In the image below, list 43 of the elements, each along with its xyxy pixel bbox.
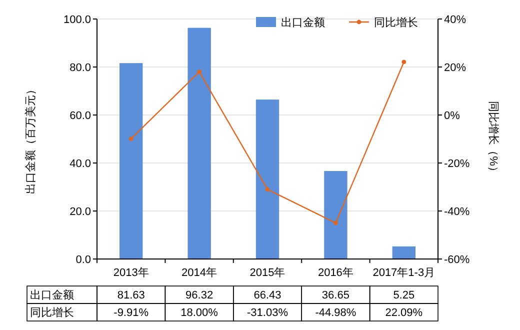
data-label: -44.98% [315,307,356,319]
text: 同比增长 [30,307,74,319]
bar [120,63,143,259]
y-tick-label: 20.0 [70,206,91,218]
data-label: 96.32 [186,290,214,302]
y2-tick-label: -40% [444,206,470,218]
bar [256,100,280,259]
data-label: 5.25 [393,290,415,302]
data-label: -31.03% [247,307,288,319]
x-tick-label: 2013年 [113,267,149,279]
text: 出口金额 [30,290,74,302]
bar [324,171,348,259]
x-tick-label: 2014年 [182,267,218,279]
point [334,220,338,226]
y-tick-label: 0.0 [76,254,91,266]
y2-axis-title: 同比增长（%） [487,101,500,177]
y2-tick-label: 20% [444,62,466,74]
y-tick-label: 100.0 [63,14,91,26]
data-label: 22.09% [385,307,423,319]
y-tick-label: 40.0 [70,158,91,170]
y2-tick-label: -20% [444,158,470,170]
point [402,60,406,64]
y-axis-title: 出口金额（百万美元） [24,84,37,194]
point [197,70,202,74]
y2-tick-label: 0% [444,110,460,122]
legend-label: 出口金额 [281,16,325,29]
y-tick-label: 60.0 [70,110,91,122]
bar [392,246,416,259]
y2-tick-label: 40% [444,14,466,26]
data-label: 18.00% [180,307,218,319]
bar [188,28,211,259]
x-tick-label: 2016年 [318,267,354,279]
data-label: 81.63 [117,290,145,302]
data-label: -9.91% [114,307,149,319]
x-tick-label: 2017年1-3月 [372,267,436,279]
y2-tick-label: -60% [444,254,470,266]
data-label: 36.65 [322,290,350,302]
x-tick-label: 2015年 [250,267,286,279]
data-label: 66.43 [254,290,282,302]
point [265,187,270,192]
point [128,136,134,141]
y-tick-label: 80.0 [70,62,91,74]
legend-label: 同比增长 [374,16,418,29]
